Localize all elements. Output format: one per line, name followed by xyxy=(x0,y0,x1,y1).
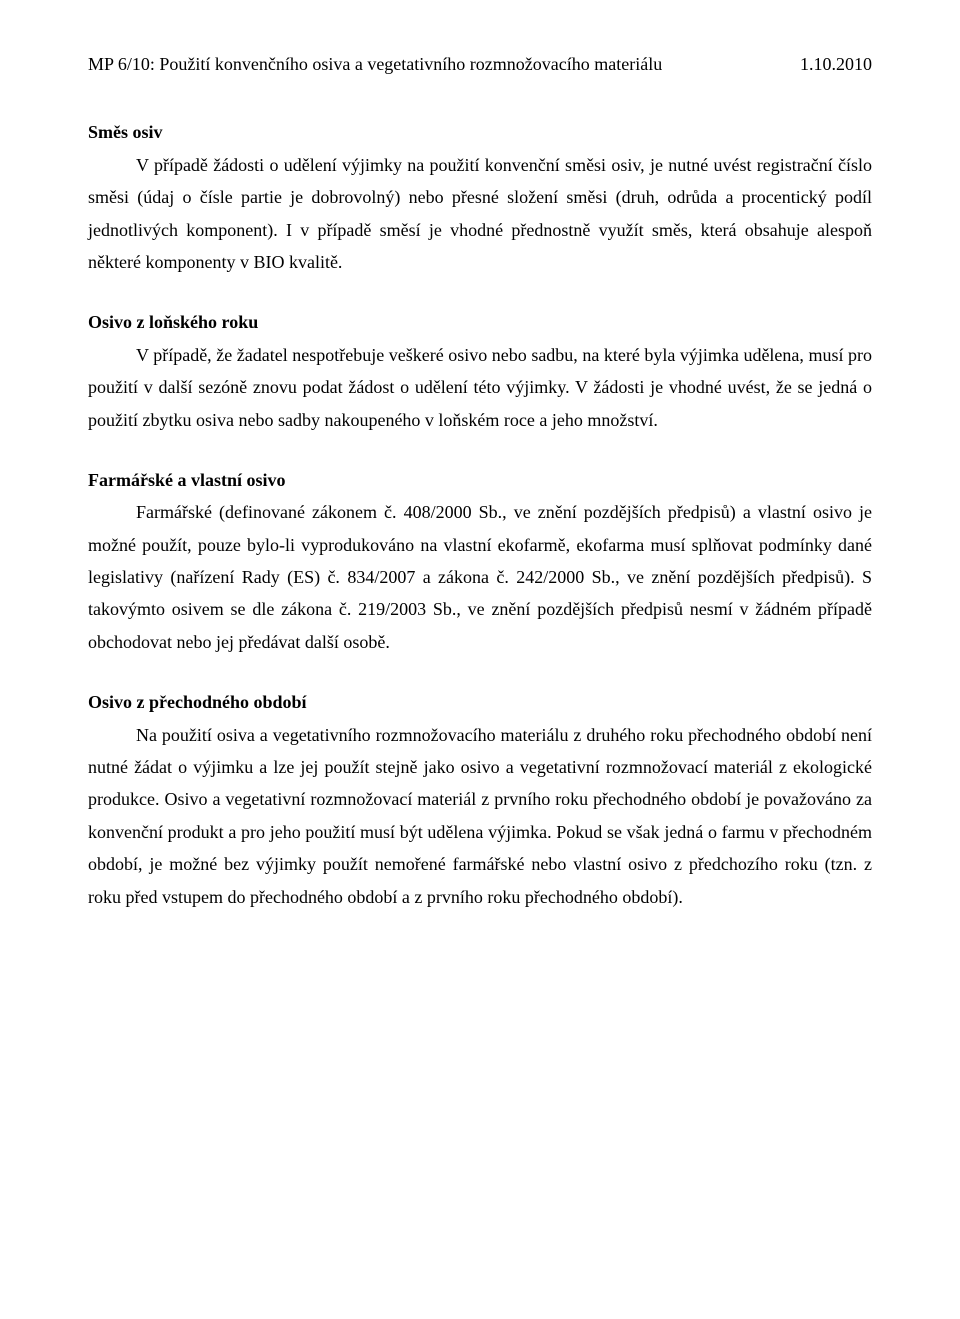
heading-osivo-lonskeho: Osivo z loňského roku xyxy=(88,306,872,338)
section-osivo-lonskeho: Osivo z loňského roku V případě, že žada… xyxy=(88,306,872,436)
paragraph-smes-osiv: V případě žádosti o udělení výjimky na p… xyxy=(88,149,872,279)
heading-smes-osiv: Směs osiv xyxy=(88,116,872,148)
section-farmarske: Farmářské a vlastní osivo Farmářské (def… xyxy=(88,464,872,658)
paragraph-osivo-prechodneho: Na použití osiva a vegetativního rozmnož… xyxy=(88,719,872,913)
header-right: 1.10.2010 xyxy=(800,48,872,80)
paragraph-osivo-lonskeho: V případě, že žadatel nespotřebuje veške… xyxy=(88,339,872,436)
heading-farmarske: Farmářské a vlastní osivo xyxy=(88,464,872,496)
section-smes-osiv: Směs osiv V případě žádosti o udělení vý… xyxy=(88,116,872,278)
document-header: MP 6/10: Použití konvenčního osiva a veg… xyxy=(88,48,872,80)
heading-osivo-prechodneho: Osivo z přechodného období xyxy=(88,686,872,718)
header-left: MP 6/10: Použití konvenčního osiva a veg… xyxy=(88,48,662,80)
section-osivo-prechodneho: Osivo z přechodného období Na použití os… xyxy=(88,686,872,913)
paragraph-farmarske: Farmářské (definované zákonem č. 408/200… xyxy=(88,496,872,658)
